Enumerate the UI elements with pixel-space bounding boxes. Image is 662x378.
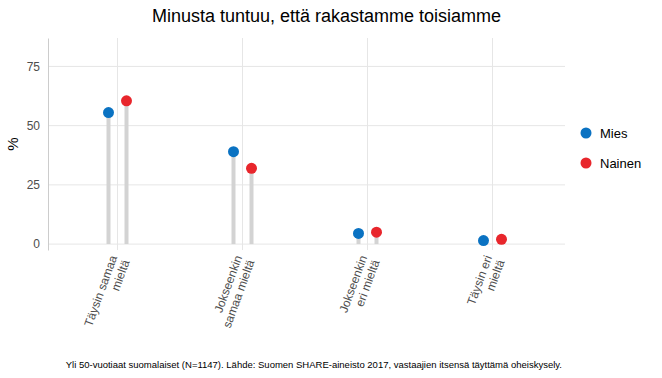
y-tick: 0 xyxy=(33,237,48,251)
dot xyxy=(478,235,489,246)
legend: Mies Nainen xyxy=(581,126,642,171)
dot xyxy=(371,227,382,238)
y-axis: 0 25 50 75 xyxy=(27,39,49,252)
stem xyxy=(125,101,129,244)
marks xyxy=(103,95,507,246)
y-tick-label: 25 xyxy=(27,178,41,192)
dot xyxy=(228,146,239,157)
dot xyxy=(103,107,114,118)
grid-line-x xyxy=(117,38,118,250)
stem xyxy=(250,168,254,244)
y-tick-label: 50 xyxy=(27,119,41,133)
grid-line-x xyxy=(242,38,243,250)
y-tick: 50 xyxy=(27,119,48,133)
x-tick-label: Täysin erimieltä xyxy=(464,253,507,311)
y-axis-title: % xyxy=(4,137,21,150)
stem xyxy=(107,113,111,244)
grid-line-y xyxy=(48,66,565,67)
x-tick-label: Täysin samaamieltä xyxy=(81,253,132,333)
x-tick-label: Jokseenkinsamaa mieltä xyxy=(207,253,257,330)
dot xyxy=(246,163,257,174)
caption: Yli 50-vuotiaat suomalaiset (N=1147). Lä… xyxy=(66,359,562,370)
x-axis: Täysin samaamieltä Jokseenkinsamaa mieltä… xyxy=(81,253,507,333)
legend-marker xyxy=(581,128,592,139)
dot xyxy=(353,228,364,239)
dot xyxy=(121,95,132,106)
legend-item: Nainen xyxy=(581,156,642,171)
legend-label: Nainen xyxy=(600,156,641,171)
y-tick: 75 xyxy=(27,60,48,74)
y-axis-line xyxy=(48,39,49,251)
title: Minusta tuntuu, että rakastamme toisiamm… xyxy=(152,6,501,26)
grid xyxy=(48,38,565,250)
x-tick-label: Jokseenkineri mieltä xyxy=(336,253,382,319)
y-tick: 25 xyxy=(27,178,48,192)
dot xyxy=(496,234,507,245)
y-tick-label: 0 xyxy=(33,237,40,251)
stem xyxy=(232,152,236,244)
chart: Minusta tuntuu, että rakastamme toisiamm… xyxy=(0,0,662,378)
y-tick-label: 75 xyxy=(27,60,41,74)
legend-item: Mies xyxy=(581,126,628,141)
grid-line-x xyxy=(492,38,493,250)
legend-label: Mies xyxy=(600,126,628,141)
legend-marker xyxy=(581,158,592,169)
grid-line-x xyxy=(367,38,368,250)
